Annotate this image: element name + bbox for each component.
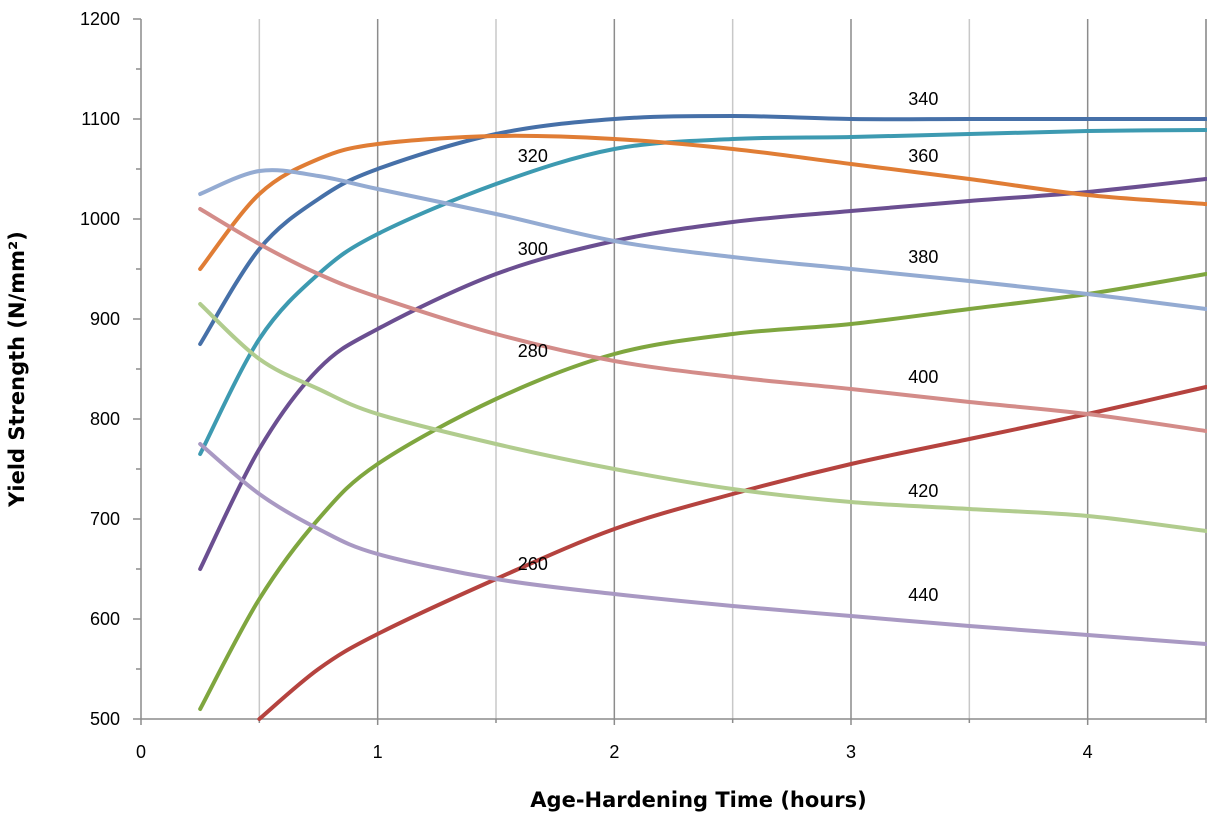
- series-label-420: 420: [908, 481, 938, 501]
- tick-labels: 500 600 700 800 900 1000 1100 1200 0 1 2 3 4: [80, 9, 1093, 762]
- y-axis-title: Yield Strength (N/mm²): [5, 231, 29, 508]
- y-tick-label: 800: [90, 409, 120, 429]
- series-label-360: 360: [908, 146, 938, 166]
- series-line-280: [198, 272, 1207, 711]
- series-label-320: 320: [518, 146, 548, 166]
- grid-lines: [258, 19, 1207, 719]
- y-tick-label: 1100: [81, 109, 120, 129]
- series-line-440: [198, 442, 1207, 646]
- axes: [133, 18, 1207, 725]
- y-tick-label: 1000: [80, 209, 120, 229]
- series-label-400: 400: [908, 367, 938, 387]
- y-tick-label: 1200: [80, 9, 120, 29]
- y-tick-label: 900: [90, 309, 120, 329]
- x-tick-label: 2: [609, 742, 619, 762]
- x-tick-label: 4: [1083, 742, 1093, 762]
- series-label-300: 300: [518, 239, 548, 259]
- series-label-380: 380: [908, 247, 938, 267]
- series-line-380: [198, 168, 1207, 311]
- x-tick-label: 1: [373, 742, 383, 762]
- y-tick-label: 600: [90, 609, 120, 629]
- series-line-260: [257, 385, 1207, 721]
- series-label-280: 280: [518, 341, 548, 361]
- series-lines: [198, 114, 1207, 721]
- series-label-440: 440: [908, 585, 938, 605]
- series-line-400: [198, 207, 1207, 433]
- x-axis-title: Age-Hardening Time (hours): [530, 788, 866, 812]
- y-tick-label: 500: [90, 709, 120, 729]
- x-tick-label: 3: [846, 742, 856, 762]
- y-tick-label: 700: [90, 509, 120, 529]
- series-line-360: [198, 133, 1207, 271]
- series-line-340: [198, 114, 1207, 346]
- series-line-420: [198, 302, 1207, 533]
- series-label-340: 340: [908, 89, 938, 109]
- series-label-260: 260: [518, 554, 548, 574]
- series-labels: 260 280 300 320 340 360 380 400 420 440: [518, 89, 939, 605]
- x-tick-label: 0: [136, 742, 146, 762]
- series-line-320: [198, 128, 1207, 456]
